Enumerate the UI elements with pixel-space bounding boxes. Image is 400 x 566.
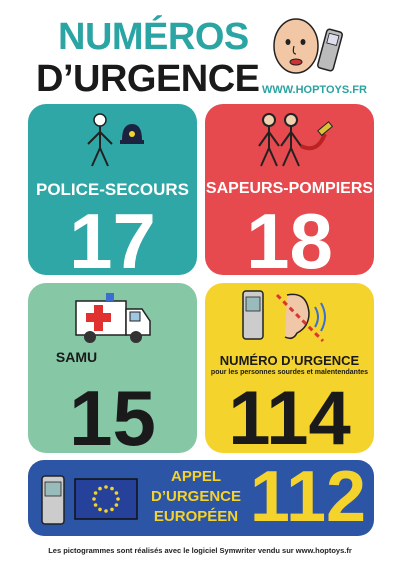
card-pompiers: SAPEURS-POMPIERS 18 [205, 104, 374, 275]
title-line-1: NUMÉROS [58, 16, 249, 58]
pompiers-label: SAPEURS-POMPIERS [205, 180, 374, 197]
samu-label: SAMU [55, 349, 98, 365]
eu-line-3: EUROPÉEN [153, 508, 239, 525]
website-link[interactable]: WWW.HOPTOYS.FR [262, 84, 367, 96]
eu-flag-icon [74, 478, 138, 520]
114-number: 114 [228, 376, 351, 453]
title-line-2: D’URGENCE [36, 58, 260, 100]
card-police: POLICE-SECOURS 17 [28, 104, 197, 275]
footer-credit: Les pictogrammes sont réalisés avec le l… [48, 546, 352, 555]
card-114: NUMÉRO D’URGENCE pour les personnes sour… [205, 283, 374, 453]
ambulance-icon [75, 293, 151, 343]
police-officer-icon [87, 113, 144, 167]
deaf-phone-icon [242, 290, 326, 343]
eu-line-2: D’URGENCE [150, 488, 241, 505]
pompiers-number: 18 [246, 197, 333, 275]
police-number: 17 [69, 197, 156, 275]
samu-number: 15 [69, 374, 156, 453]
firefighters-icon [258, 113, 334, 167]
police-label: POLICE-SECOURS [35, 180, 190, 199]
face-phone-icon [273, 18, 343, 74]
card-european: APPEL D’URGENCE EUROPÉEN 112 [28, 460, 374, 536]
114-label: NUMÉRO D’URGENCE [219, 353, 360, 368]
eu-number: 112 [249, 460, 367, 536]
phone-icon [41, 475, 65, 525]
114-sublabel: pour les personnes sourdes et malentenda… [210, 369, 369, 376]
card-samu: SAMU 15 [28, 283, 197, 453]
eu-line-1: APPEL [170, 468, 221, 485]
